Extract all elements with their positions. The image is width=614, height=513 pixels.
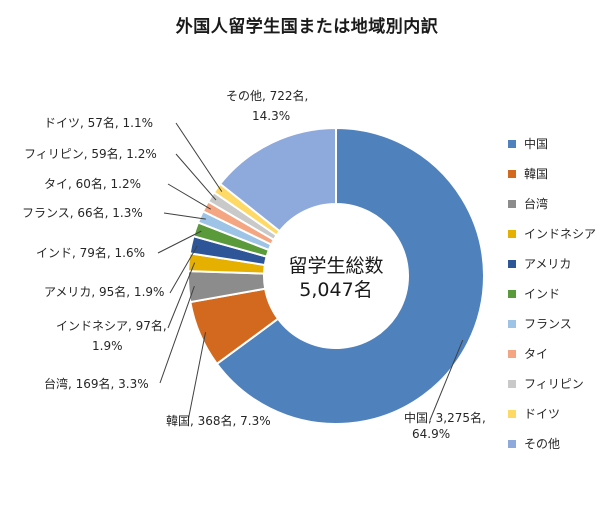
data-label-フランス: フランス, 66名, 1.3% — [22, 205, 143, 220]
legend-label-中国: 中国 — [524, 136, 548, 151]
leader-line-中国 — [429, 339, 464, 421]
legend-swatch-台湾 — [508, 200, 516, 208]
data-label-韓国: 韓国, 368名, 7.3% — [166, 413, 271, 428]
legend-swatch-アメリカ — [508, 260, 516, 268]
leader-line-フィリピン — [175, 153, 217, 201]
slice-中国 — [215, 126, 485, 425]
legend-swatch-タイ — [508, 350, 516, 358]
legend-label-フィリピン: フィリピン — [524, 377, 584, 391]
data-label-その他: その他, 722名, 14.3% — [226, 88, 308, 123]
legend-swatch-韓国 — [508, 170, 516, 178]
leader-line-アメリカ — [169, 245, 198, 294]
legend-label-韓国: 韓国 — [524, 167, 548, 181]
legend-label-アメリカ: アメリカ — [524, 257, 571, 271]
data-label-ドイツ: ドイツ, 57名, 1.1% — [44, 115, 153, 130]
chart-title: 外国人留学生国または地域別内訳 — [175, 17, 439, 37]
legend-label-その他: その他 — [524, 437, 560, 451]
data-label-タイ: タイ, 60名, 1.2% — [44, 176, 141, 191]
leader-line-インド — [157, 230, 202, 254]
leader-line-インドネシア — [167, 262, 196, 329]
legend-swatch-インド — [508, 290, 516, 298]
legend-label-インド: インド — [524, 287, 560, 301]
leader-line-ドイツ — [175, 122, 223, 192]
leader-line-韓国 — [187, 332, 207, 422]
legend-swatch-その他 — [508, 440, 516, 448]
legend-label-インドネシア: インドネシア — [524, 227, 596, 241]
legend-label-台湾: 台湾 — [524, 196, 548, 211]
legend-swatch-ドイツ — [508, 410, 516, 418]
legend-label-ドイツ: ドイツ — [524, 407, 560, 421]
data-label-台湾: 台湾, 169名, 3.3% — [44, 376, 149, 391]
leader-line-フランス — [163, 212, 206, 220]
slice-その他 — [218, 126, 337, 233]
data-label-アメリカ: アメリカ, 95名, 1.9% — [44, 284, 164, 299]
legend-label-タイ: タイ — [524, 347, 548, 361]
legend-swatch-インドネシア — [508, 230, 516, 238]
data-label-インド: インド, 79名, 1.6% — [36, 245, 145, 260]
legend-swatch-中国 — [508, 140, 516, 148]
data-label-インドネシア: インドネシア, 97名, 1.9% — [56, 318, 167, 353]
legend-label-フランス: フランス — [524, 317, 572, 331]
leader-line-タイ — [167, 183, 211, 210]
leader-line-台湾 — [159, 286, 195, 384]
center-label: 留学生総数 5,047名 — [288, 255, 383, 301]
legend-swatch-フィリピン — [508, 380, 516, 388]
legend-swatch-フランス — [508, 320, 516, 328]
data-label-フィリピン: フィリピン, 59名, 1.2% — [24, 146, 157, 161]
data-label-中国: 中国, 3,275名, 64.9% — [404, 410, 486, 441]
